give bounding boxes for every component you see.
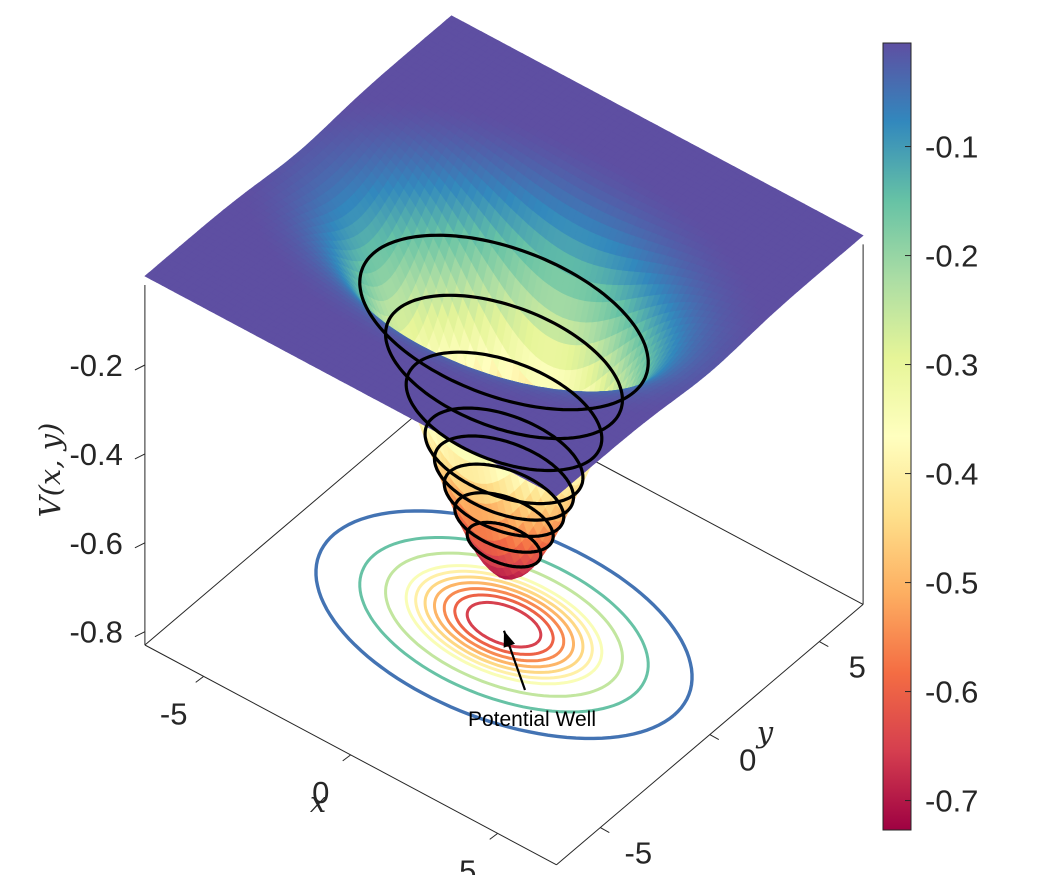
z-tick-label: -0.4: [69, 437, 122, 472]
x-tick-label: -5: [160, 696, 188, 731]
y-tick-label: 0: [739, 743, 756, 778]
z-tick-label: -0.8: [69, 615, 122, 650]
floor-contour-line: [358, 536, 650, 714]
floor-contours: [314, 509, 694, 741]
colorbar-tick-label: -0.5: [925, 566, 978, 601]
floor-contour-line: [423, 575, 585, 674]
y-axis: -5 0 5: [600, 641, 866, 871]
x-axis-label: x: [310, 785, 326, 819]
z-tick-mark: [134, 631, 146, 638]
x-tick-mark: [342, 754, 352, 762]
colorbar: -0.7 -0.6 -0.5 -0.4 -0.3 -0.2 -0.1: [882, 42, 978, 831]
surface-plot: [144, 15, 864, 580]
floor-contour-line: [442, 587, 566, 663]
colorbar-tick-label: -0.6: [925, 675, 978, 710]
floor-contour-line: [453, 593, 555, 656]
colorbar-tick-label: -0.4: [925, 457, 978, 492]
z-axis: -0.8 -0.6 -0.4 -0.2: [69, 348, 146, 650]
colorbar-tick-label: -0.3: [925, 348, 978, 383]
y-tick-label: -5: [625, 836, 653, 871]
x-tick-label: 5: [459, 853, 476, 875]
annotation-text: Potential Well: [468, 708, 596, 731]
colorbar-gradient: [882, 42, 912, 831]
floor-contour-line: [433, 581, 575, 669]
z-tick-mark: [134, 453, 146, 460]
floor-contour-line: [314, 509, 694, 741]
box-edge: [144, 384, 452, 646]
colorbar-tick-label: -0.2: [925, 239, 978, 274]
y-axis-label: y: [755, 715, 774, 749]
y-tick-mark: [819, 641, 829, 648]
y-tick-mark: [709, 734, 720, 741]
floor-contour-line: [414, 569, 594, 680]
z-tick-mark: [134, 542, 146, 549]
z-tick-mark: [134, 364, 146, 371]
z-tick-label: -0.2: [69, 348, 122, 383]
colorbar-tick-label: -0.1: [925, 130, 978, 165]
floor-contour-line: [404, 564, 604, 686]
floor-contour-line: [384, 551, 624, 698]
x-tick-mark: [489, 833, 499, 840]
y-tick-mark: [600, 827, 610, 834]
colorbar-tick-label: -0.7: [925, 784, 978, 819]
x-tick-mark: [195, 676, 204, 683]
z-axis-label: V(x, y): [33, 423, 67, 518]
colorbar-ticks: -0.7 -0.6 -0.5 -0.4 -0.3 -0.2 -0.1: [905, 130, 978, 819]
y-tick-label: 5: [849, 650, 866, 685]
z-tick-label: -0.6: [69, 526, 122, 561]
